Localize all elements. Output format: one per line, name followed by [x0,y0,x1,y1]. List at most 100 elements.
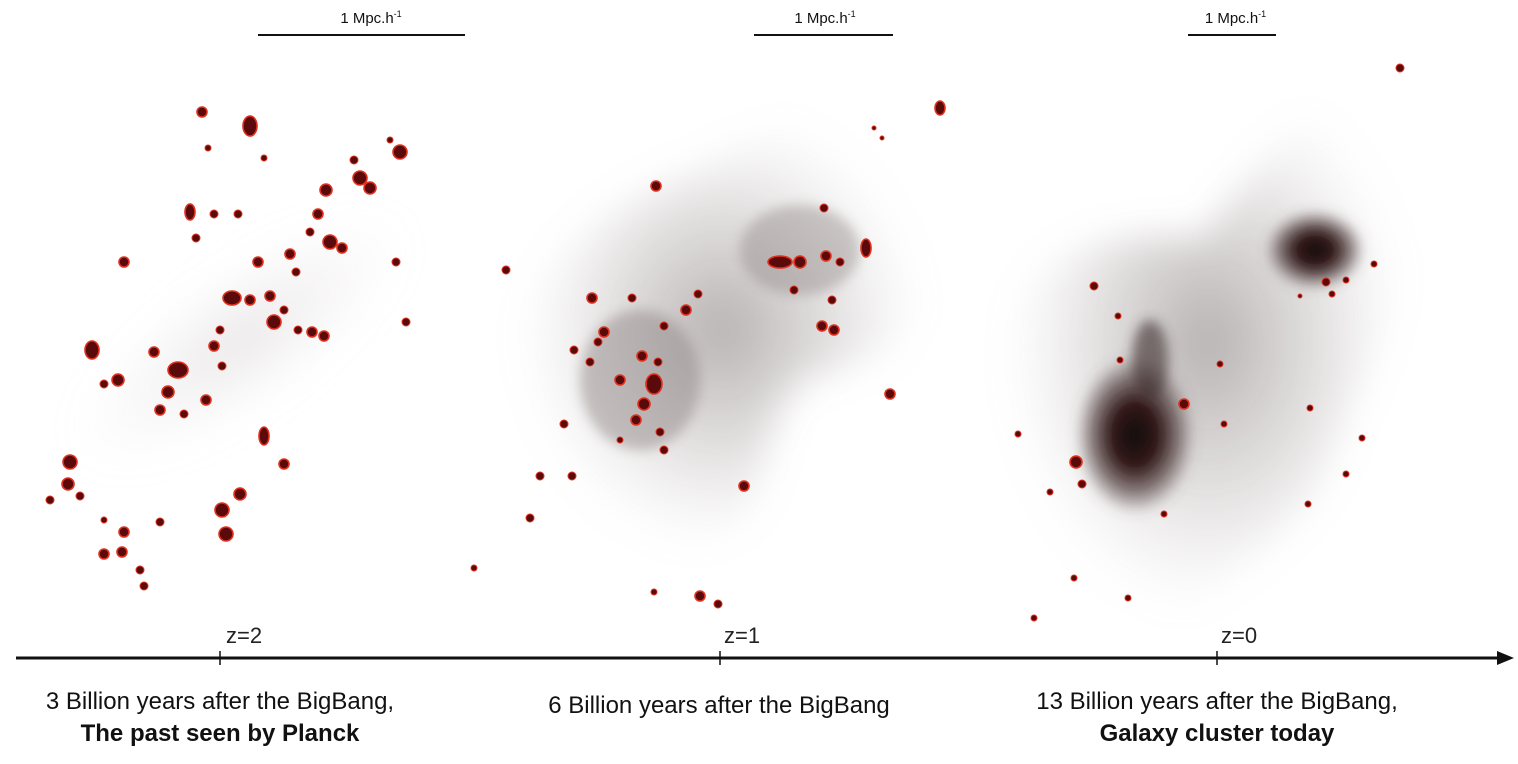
z2-clump [100,516,108,524]
z2-clump [98,548,110,560]
z2-clump [242,115,258,137]
z1-clump [585,357,595,367]
z0-clump [1342,470,1350,478]
z2-clump [179,409,189,419]
z1-clump [713,599,723,609]
z2-clump [258,426,270,446]
z1-clump [827,295,837,305]
z2-clump [318,330,330,342]
caption-z2-line1: 3 Billion years after the BigBang, [45,688,395,715]
scale-bar-2 [754,34,893,36]
z1-clump [593,337,603,347]
z2-clump [148,346,160,358]
z1-clump [767,255,793,269]
z-label-1: z=1 [724,623,761,648]
z1-clump [860,238,872,258]
z0-clump [1089,281,1099,291]
z2-clump [233,487,247,501]
z1-clump [501,265,511,275]
z2-clump [260,154,268,162]
z0-clump [1216,360,1224,368]
z2-clump [45,495,55,505]
panel-z1-core-left [580,310,700,450]
panel-z1-core-right [740,205,860,295]
z0-clump [1342,276,1350,284]
panel-z2 [45,106,411,591]
z0-clump [1014,430,1022,438]
z1-clump [680,304,692,316]
z1-clump [636,350,648,362]
z0-clump [1070,574,1078,582]
z2-clump [161,385,175,399]
z1-clump [535,471,545,481]
panel-z0-clumps [1014,63,1405,622]
scale-bar-label-2: 1 Mpc.h-1 [794,9,856,27]
z1-clump [614,374,626,386]
panel-z0 [1006,63,1410,622]
z2-clump [154,404,166,416]
z2-clump [244,294,256,306]
z1-clump [655,427,665,437]
panel-z1-clumps [470,100,946,609]
z2-clump [291,267,301,277]
z2-clump [233,209,243,219]
z0-clump [1160,510,1168,518]
z2-clump [319,183,333,197]
z2-clump [118,256,130,268]
z0-clump [1395,63,1405,73]
z2-clump [200,394,212,406]
scale-bar-3 [1188,34,1276,36]
z1-clump [820,250,832,262]
z2-clump [222,290,242,306]
z2-clump [191,233,201,243]
panel-z1 [470,100,946,609]
z0-clump [1178,398,1190,410]
z-label-0: z=0 [1221,623,1258,648]
z1-clump [645,373,663,395]
panel-z0-bridge [1132,320,1168,400]
z2-clump [279,305,289,315]
z2-clump [293,325,303,335]
z1-clump [789,285,799,295]
z2-clump [139,581,149,591]
z1-clump [637,397,651,411]
z2-clump [306,326,318,338]
caption-z1: 6 Billion years after the BigBang [519,690,919,722]
z1-clump [630,414,642,426]
z2-clump [386,136,394,144]
z2-clump [214,502,230,518]
z0-clump [1306,404,1314,412]
z1-clump [586,292,598,304]
z2-clump [322,234,338,250]
z2-clump [284,248,296,260]
z2-clump [349,155,359,165]
caption-z0-line2: Galaxy cluster today [1099,720,1335,747]
z1-clump [934,100,946,116]
timeline-axis [16,651,1514,665]
z2-clump [196,106,208,118]
z2-clump [401,317,411,327]
z2-clump [184,203,196,221]
z1-clump [653,357,663,367]
panel-z2-diffuse-gas [71,211,409,469]
z2-clump [252,256,264,268]
z2-clump [116,546,128,558]
z1-clump [694,590,706,602]
z0-clump [1124,594,1132,602]
z2-clump [336,242,348,254]
z2-clump [352,170,368,186]
z1-clump [819,203,829,213]
z2-clump [209,209,219,219]
z0-clump [1069,455,1083,469]
z2-clump [264,290,276,302]
z2-clump [305,227,315,237]
z2-clump [61,477,75,491]
z2-clump [218,526,234,542]
z0-clump [1321,277,1331,287]
z2-clump [118,526,130,538]
panel-z0-halo [1006,70,1410,615]
z1-clump [693,289,703,299]
z0-clump [1220,420,1228,428]
z2-clump [167,361,189,379]
